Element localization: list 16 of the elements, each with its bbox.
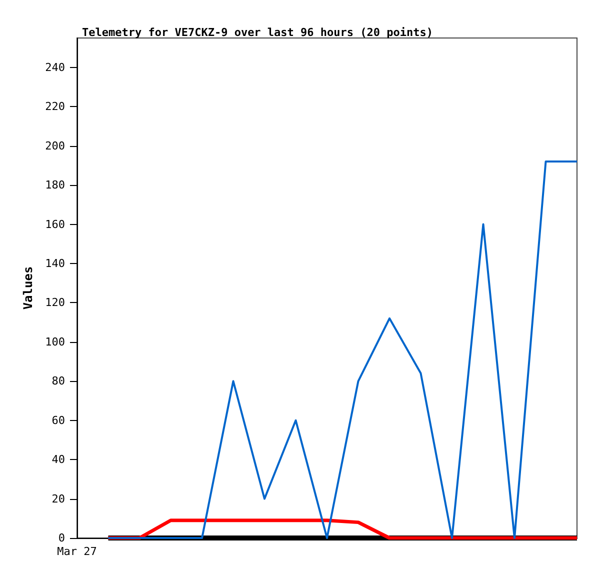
y-tick-label: 0 (58, 532, 65, 544)
y-tick-label: 80 (52, 374, 65, 388)
y-tick-label: 40 (52, 453, 65, 466)
y-tick-label: 120 (45, 296, 65, 310)
y-tick-label: 220 (45, 100, 65, 114)
y-tick-label: 20 (52, 492, 65, 506)
x-tick-label: Mar 27 (57, 545, 97, 558)
y-tick-label: 100 (45, 335, 65, 348)
y-tick-label: 160 (45, 218, 65, 231)
y-tick-label: 200 (45, 139, 65, 152)
chart-title: Telemetry for VE7CKZ-9 over last 96 hours (20 points) (82, 26, 433, 39)
y-tick-label: 180 (45, 178, 65, 192)
y-axis-title: Values (21, 266, 36, 310)
y-tick-label: 60 (52, 414, 65, 427)
y-tick-label: 140 (45, 256, 65, 270)
y-tick-label: 240 (45, 60, 65, 74)
